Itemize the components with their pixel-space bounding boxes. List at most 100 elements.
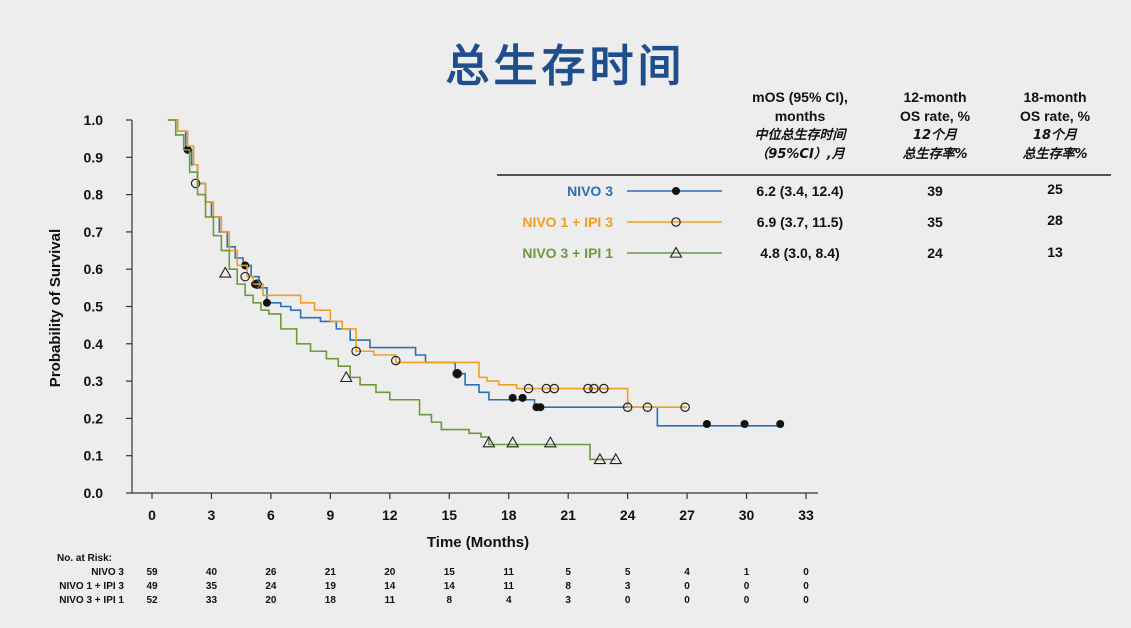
header-os12-zh1: 12个月	[912, 128, 958, 143]
x-tick-label: 21	[560, 507, 576, 523]
x-tick-label: 0	[148, 507, 156, 523]
risk-value: 11	[503, 581, 514, 592]
mos-nivo1-ipi3: 6.9 (3.7, 11.5)	[756, 214, 844, 230]
x-tick-label: 24	[620, 507, 636, 523]
x-axis-label: Time (Months)	[427, 534, 529, 551]
header-os12: 12-month OS rate, % 12个月 总生存率%	[880, 88, 990, 164]
risk-value: 14	[384, 581, 396, 592]
y-tick-label: 0.2	[84, 410, 104, 426]
risk-value: 59	[146, 567, 158, 578]
risk-value: 0	[684, 595, 690, 606]
censor-mark	[543, 436, 557, 448]
x-tick-label: 30	[739, 507, 755, 523]
risk-value: 11	[503, 567, 514, 578]
censor-mark	[252, 279, 262, 289]
y-tick-label: 1.0	[84, 112, 104, 128]
chart-series	[167, 119, 785, 465]
header-mos-zh2: （95%CI）,月	[755, 147, 845, 162]
censor-mark	[452, 368, 462, 379]
header-os18-zh2: 总生存率%	[1022, 147, 1088, 162]
legend-nivo3: NIVO 3	[567, 183, 613, 199]
censor-mark	[218, 266, 232, 278]
y-tick-label: 0.9	[84, 149, 104, 165]
risk-value: 26	[265, 567, 277, 578]
header-os12-en1: 12-month	[903, 89, 967, 105]
y-axis-label: Probability of Survival	[47, 229, 64, 387]
censor-mark	[622, 402, 633, 413]
header-os18-zh1: 18个月	[1032, 128, 1078, 143]
censor-mark	[508, 393, 517, 402]
censor-mark	[642, 402, 653, 413]
risk-value: 14	[443, 581, 455, 592]
risk-value: 8	[565, 581, 571, 592]
risk-value: 5	[624, 567, 631, 578]
risk-value: 0	[624, 595, 631, 606]
legend-marker-nivo3	[672, 187, 680, 195]
censor-mark	[453, 369, 462, 378]
censor-mark	[190, 178, 201, 189]
risk-value: 5	[565, 567, 571, 578]
censor-mark	[536, 403, 545, 412]
risk-value: 18	[324, 595, 336, 606]
risk-value: 33	[205, 595, 218, 606]
header-os12-en2: OS rate, %	[899, 108, 971, 124]
risk-value: 0	[803, 581, 809, 592]
os12-nivo3-ipi1: 24	[927, 245, 943, 261]
y-tick-label: 0.4	[84, 336, 104, 352]
header-os18: 18-month OS rate, % 18个月 总生存率%	[1000, 88, 1110, 164]
risk-value: 1	[743, 567, 750, 578]
x-tick-label: 18	[501, 507, 517, 523]
risk-value: 40	[205, 567, 218, 578]
censor-mark	[262, 298, 271, 307]
y-tick-label: 0.1	[84, 448, 104, 464]
legend-nivo3-ipi1: NIVO 3 + IPI 1	[522, 245, 613, 261]
risk-value: 3	[624, 581, 631, 592]
x-tick-label: 6	[267, 507, 275, 523]
censor-mark	[702, 419, 711, 428]
censor-mark	[680, 402, 690, 413]
y-tick-label: 0.3	[84, 373, 104, 389]
censor-mark	[390, 355, 401, 366]
risk-row-label: NIVO 1 + IPI 3	[59, 581, 124, 592]
series-nivo3	[167, 119, 785, 428]
risk-value: 49	[146, 581, 158, 592]
header-mos-zh1: 中位总生存时间	[754, 128, 846, 143]
legend-marker-nivo3-ipi1	[669, 246, 683, 258]
os12-nivo1-ipi3: 35	[927, 214, 943, 230]
censor-mark	[599, 383, 609, 394]
y-tick-label: 0.0	[84, 485, 104, 501]
censor-mark	[740, 419, 749, 428]
series-line-nivo3-ipi1	[167, 119, 616, 461]
risk-value: 11	[384, 595, 396, 606]
series-line-nivo1-ipi3	[167, 119, 688, 409]
legend-nivo1-ipi3: NIVO 1 + IPI 3	[522, 214, 613, 230]
censor-mark	[518, 393, 527, 402]
risk-value: 8	[446, 595, 453, 606]
x-tick-label: 9	[326, 507, 334, 523]
x-tick-label: 15	[441, 507, 457, 523]
risk-value: 0	[684, 581, 690, 592]
risk-value: 20	[384, 567, 396, 578]
censor-mark	[523, 383, 534, 394]
os18-nivo1-ipi3: 28	[1047, 212, 1063, 228]
header-mos: mOS (95% CI), months 中位总生存时间 （95%CI）,月	[715, 88, 885, 164]
censor-mark	[506, 436, 520, 448]
y-tick-label: 0.8	[84, 187, 104, 203]
os12-nivo3: 39	[927, 183, 943, 199]
y-tick-label: 0.5	[84, 299, 104, 315]
header-mos-en1: mOS (95% CI),	[752, 89, 848, 105]
censor-mark	[609, 452, 623, 465]
os18-nivo3-ipi1: 13	[1047, 244, 1063, 260]
risk-value: 0	[743, 595, 750, 606]
chart-axes: 0.0 0.1 0.2 0.3 0.4 0.5 0.6 0.7 0.8 0.9 1.0 0 3 6 9 12 1…	[84, 112, 818, 523]
risk-value: 4	[684, 567, 690, 578]
header-mos-en2: months	[774, 108, 826, 124]
risk-value: 0	[803, 567, 809, 578]
risk-value: 0	[803, 595, 809, 606]
censor-mark	[583, 383, 593, 394]
risk-value: 15	[443, 567, 455, 578]
y-tick-label: 0.7	[84, 224, 104, 240]
x-tick-label: 27	[679, 507, 695, 523]
risk-value: 52	[146, 595, 158, 606]
